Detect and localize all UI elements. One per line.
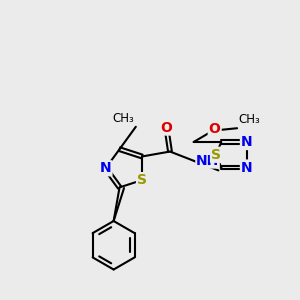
Text: NH: NH	[196, 154, 219, 168]
Text: O: O	[160, 121, 172, 135]
Text: O: O	[209, 122, 220, 136]
Text: S: S	[137, 173, 147, 187]
Text: N: N	[100, 161, 112, 175]
Text: CH₃: CH₃	[239, 113, 261, 127]
Text: CH₃: CH₃	[112, 112, 134, 125]
Text: S: S	[211, 148, 221, 162]
Text: N: N	[241, 160, 253, 175]
Text: N: N	[241, 135, 253, 149]
